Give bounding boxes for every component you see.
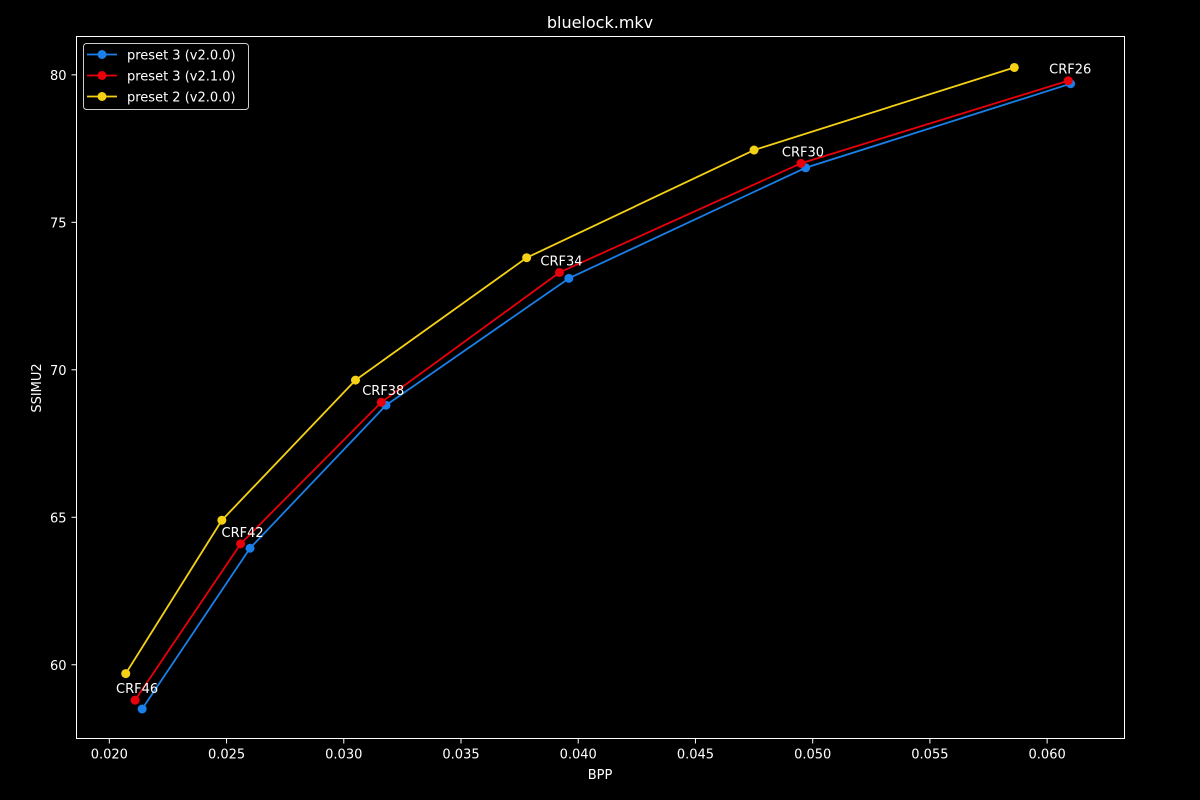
data-point (130, 695, 140, 705)
series-3 (121, 62, 1019, 679)
data-point (749, 145, 759, 155)
legend-swatch-marker (97, 50, 107, 59)
data-point (1063, 76, 1073, 86)
x-tick-label: 0.055 (911, 748, 948, 763)
crf-annotation: CRF46 (116, 682, 158, 697)
crf-annotation: CRF42 (222, 526, 264, 541)
data-point (217, 515, 227, 525)
legend-item: preset 3 (v2.1.0) (87, 70, 236, 85)
data-point (121, 669, 131, 679)
series-layer (121, 62, 1076, 714)
legend-item: preset 2 (v2.0.0) (87, 91, 236, 106)
y-tick-label: 70 (50, 364, 67, 379)
x-tick-label: 0.025 (208, 748, 245, 763)
x-tick-label: 0.060 (1029, 748, 1066, 763)
data-point (564, 273, 574, 283)
x-axis: 0.020 0.025 0.030 0.035 0.040 0.045 0.050 0.055… (91, 738, 1066, 763)
legend-label: preset 3 (v2.1.0) (127, 70, 236, 85)
series-line (124, 66, 1015, 675)
chart-title: bluelock.mkv (547, 13, 653, 32)
legend-box (83, 43, 249, 110)
legend-label: preset 3 (v2.0.0) (127, 49, 236, 64)
series-2 (130, 76, 1073, 705)
crf-annotation: CRF34 (540, 254, 582, 269)
legend-swatch-marker (97, 71, 107, 80)
legend: preset 3 (v2.0.0) preset 3 (v2.1.0) preset… (83, 43, 249, 110)
y-tick-label: 60 (50, 659, 67, 674)
plot-area (76, 36, 1125, 739)
data-point (376, 397, 386, 407)
y-tick-label: 65 (50, 511, 67, 526)
x-tick-label: 0.050 (794, 748, 831, 763)
y-tick-label: 80 (50, 69, 67, 84)
legend-item: preset 3 (v2.0.0) (87, 49, 236, 64)
data-point (137, 704, 147, 714)
crf-annotation: CRF38 (362, 384, 404, 399)
annotations: CRF46 CRF42 CRF38 CRF34 CRF30 CRF26 (116, 63, 1091, 697)
y-axis-label: SSIMU2 (30, 363, 45, 412)
data-point (245, 543, 255, 553)
x-axis-label: BPP (588, 768, 613, 783)
data-point (236, 539, 246, 549)
crf-annotation: CRF30 (782, 145, 824, 160)
data-point (796, 158, 806, 168)
x-tick-label: 0.045 (677, 748, 714, 763)
series-line (134, 79, 1069, 701)
y-axis: 60 65 70 75 80 (50, 69, 77, 674)
legend-swatch-marker (97, 92, 107, 101)
x-tick-label: 0.035 (442, 748, 479, 763)
data-point (554, 267, 564, 277)
data-point (1009, 62, 1019, 72)
x-tick-label: 0.020 (91, 748, 128, 763)
data-point (522, 253, 532, 263)
legend-label: preset 2 (v2.0.0) (127, 91, 236, 106)
x-tick-label: 0.040 (560, 748, 597, 763)
data-point (350, 375, 360, 385)
crf-annotation: CRF26 (1049, 63, 1091, 78)
series-line (141, 82, 1071, 710)
y-tick-label: 75 (50, 216, 67, 231)
x-tick-label: 0.030 (325, 748, 362, 763)
